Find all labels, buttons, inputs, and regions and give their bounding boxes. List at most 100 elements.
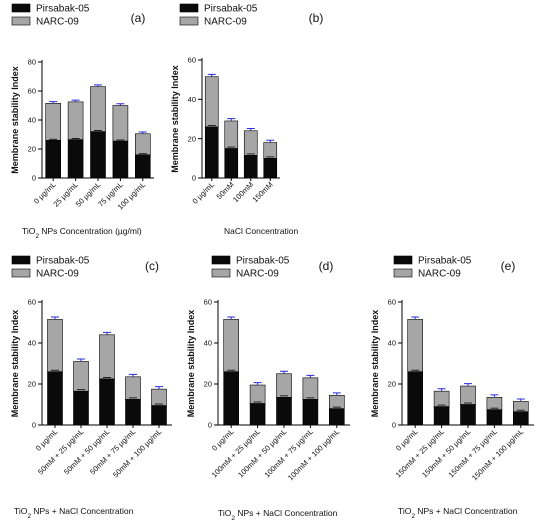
x-tick-label: 100mM + 25 µg/mL bbox=[210, 427, 262, 479]
bar-series2 bbox=[433, 390, 450, 407]
bar-series1 bbox=[135, 154, 151, 179]
y-tick-label: 80 bbox=[28, 58, 36, 67]
bar-series2 bbox=[302, 377, 319, 400]
y-tick-label: 20 bbox=[188, 134, 196, 143]
bar-series1 bbox=[512, 411, 529, 426]
y-tick-label: 40 bbox=[188, 95, 196, 104]
error-bar-series2 bbox=[116, 103, 125, 106]
y-tick-label: 40 bbox=[28, 116, 36, 125]
y-tick-label: 40 bbox=[388, 339, 396, 348]
error-bar-series2 bbox=[129, 373, 137, 377]
x-tick-label: 0 µg/mL bbox=[191, 180, 217, 206]
bar-series1 bbox=[47, 371, 63, 426]
bar-series2 bbox=[125, 376, 141, 400]
bar-series1 bbox=[204, 126, 219, 179]
x-axis-title: TiO2 NPs Concentration (µg/ml) bbox=[22, 226, 142, 240]
x-tick-label: 100mM bbox=[231, 180, 255, 204]
bar-series2 bbox=[223, 319, 239, 372]
x-tick-label: 0 µg/mL bbox=[394, 427, 420, 453]
bar-series1 bbox=[224, 148, 239, 179]
bar-series2 bbox=[460, 385, 476, 405]
error-bar-series2 bbox=[103, 331, 111, 335]
panel-label: (d) bbox=[319, 259, 334, 273]
bar-series1 bbox=[276, 397, 292, 426]
bar-series1 bbox=[45, 140, 62, 179]
error-bar-series2 bbox=[138, 131, 147, 134]
panel-label: (b) bbox=[309, 11, 324, 25]
legend-label: NARC-09 bbox=[204, 17, 247, 28]
x-tick-label: 150mM + 50 µg/mL bbox=[420, 427, 472, 479]
bar-series2 bbox=[224, 120, 239, 149]
bar-series2 bbox=[112, 105, 129, 142]
bar-series1 bbox=[243, 155, 258, 179]
x-axis-title: TiO2 NPs + NaCl Concentration bbox=[218, 508, 338, 522]
x-tick-label: 150mM + 25 µg/mL bbox=[394, 427, 446, 479]
y-tick-label: 20 bbox=[204, 380, 212, 389]
legend-swatch-series1 bbox=[11, 3, 31, 13]
x-tick-label: 100mM + 75 µg/mL bbox=[262, 427, 314, 479]
bar-series2 bbox=[263, 142, 278, 159]
legend-label: Pirsabak-05 bbox=[204, 4, 258, 15]
y-tick-label: 60 bbox=[204, 298, 212, 307]
legend-swatch-series2 bbox=[393, 268, 413, 278]
bar-series1 bbox=[67, 139, 84, 179]
bar-series2 bbox=[243, 130, 258, 156]
bar-series1 bbox=[302, 399, 319, 426]
y-tick-label: 0 bbox=[392, 421, 396, 430]
bar-series2 bbox=[47, 319, 63, 372]
bar-series2 bbox=[99, 334, 115, 380]
bar-series1 bbox=[486, 409, 503, 426]
x-tick-label: 150mM bbox=[251, 180, 275, 204]
legend-swatch-series1 bbox=[211, 255, 231, 265]
panel-label: (e) bbox=[501, 259, 516, 273]
bar-series2 bbox=[135, 133, 151, 156]
error-bar-series2 bbox=[516, 398, 525, 402]
legend-label: NARC-09 bbox=[418, 269, 461, 280]
bar-series1 bbox=[151, 405, 167, 426]
x-tick-label: 50mM + 100 µg/mL bbox=[111, 427, 163, 479]
y-tick-label: 20 bbox=[28, 145, 36, 154]
bar-series1 bbox=[112, 140, 129, 179]
y-axis-title: Membrane stability Index bbox=[170, 65, 180, 173]
bar-series2 bbox=[204, 76, 219, 128]
x-tick-label: 100mM + 50 µg/mL bbox=[236, 427, 288, 479]
x-axis-title: NaCl Concentration bbox=[224, 226, 298, 236]
error-bar-series2 bbox=[227, 316, 236, 320]
bar-series2 bbox=[73, 361, 89, 392]
error-bar-series2 bbox=[71, 99, 80, 102]
y-tick-label: 60 bbox=[388, 298, 396, 307]
legend-swatch-series2 bbox=[11, 268, 31, 278]
y-axis-title: Membrane stability Index bbox=[10, 66, 20, 174]
legend-swatch-series1 bbox=[393, 255, 413, 265]
y-tick-label: 40 bbox=[204, 339, 212, 348]
y-axis-title: Membrane stability Index bbox=[10, 310, 20, 418]
x-tick-label: 150mM + 100 µg/mL bbox=[470, 427, 525, 482]
error-bar-series2 bbox=[437, 388, 446, 392]
x-tick-label: 150mM + 75 µg/mL bbox=[446, 427, 498, 479]
error-bar-series2 bbox=[490, 394, 499, 398]
y-tick-label: 20 bbox=[388, 380, 396, 389]
error-bar-series2 bbox=[227, 118, 236, 121]
y-tick-label: 0 bbox=[192, 174, 196, 183]
bar-series1 bbox=[223, 371, 239, 426]
bar-series1 bbox=[249, 403, 266, 426]
legend-swatch-series1 bbox=[11, 255, 31, 265]
x-tick-label: 0 µg/mL bbox=[210, 427, 236, 453]
x-tick-label: 50mM + 50 µg/mL bbox=[62, 427, 111, 476]
legend-swatch-series2 bbox=[179, 16, 199, 26]
error-bar-series2 bbox=[464, 383, 472, 387]
chart-panel-3: Pirsabak-05 NARC-09 (d) Membrane stability … bbox=[186, 256, 350, 522]
error-bar-series2 bbox=[94, 84, 102, 87]
error-bar-series2 bbox=[266, 139, 275, 143]
error-bar-series2 bbox=[51, 316, 59, 320]
legend-label: NARC-09 bbox=[36, 17, 79, 28]
chart-panel-0: Pirsabak-05 NARC-09 (a) Membrane stability … bbox=[10, 4, 154, 240]
bar-series2 bbox=[67, 101, 84, 140]
x-tick-label: 50mM + 75 µg/mL bbox=[88, 427, 137, 476]
bar-series1 bbox=[90, 131, 106, 179]
y-tick-label: 60 bbox=[28, 298, 36, 307]
y-tick-label: 60 bbox=[28, 87, 36, 96]
x-axis-title: TiO2 NPs + NaCl Concentration bbox=[398, 506, 518, 520]
y-tick-label: 0 bbox=[208, 421, 212, 430]
